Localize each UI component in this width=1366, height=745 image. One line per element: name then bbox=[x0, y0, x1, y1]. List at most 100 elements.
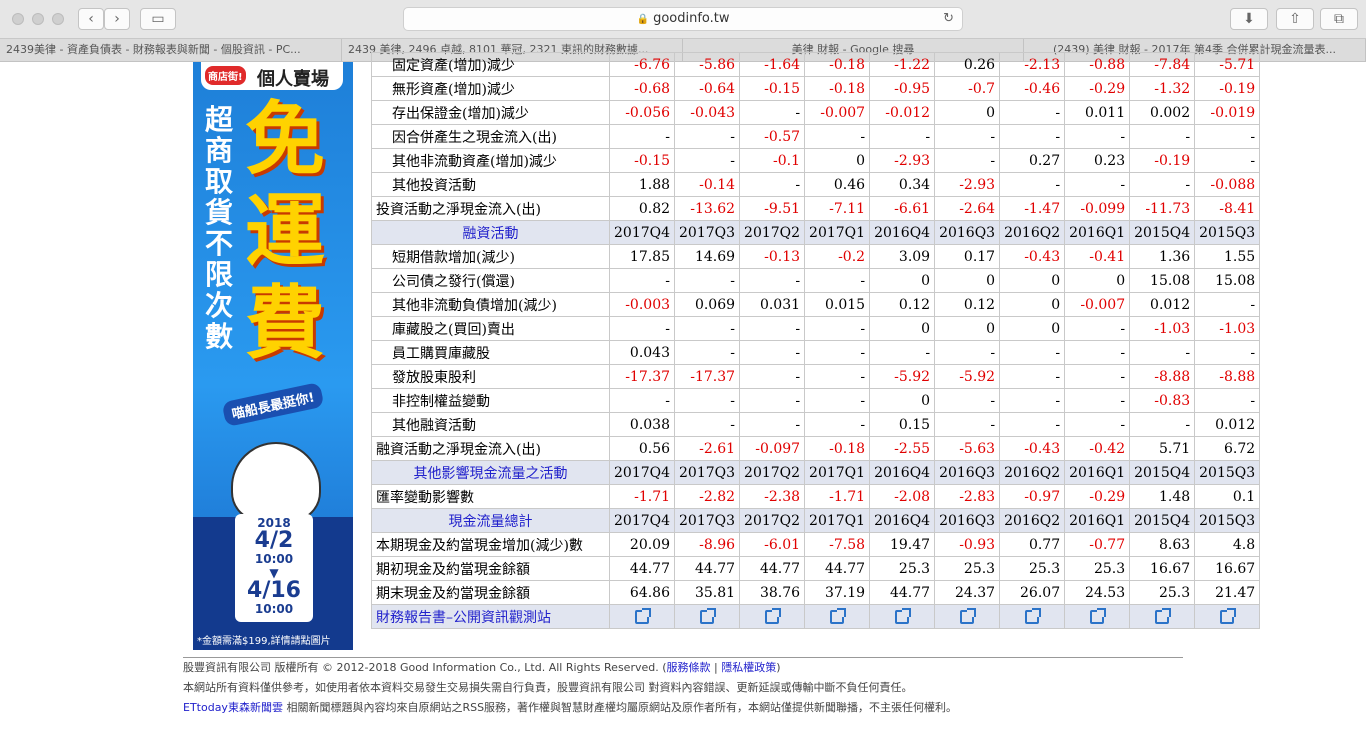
value-cell: 16.67 bbox=[1129, 556, 1196, 581]
address-bar[interactable]: 🔒 goodinfo.tw ↻ bbox=[403, 7, 963, 31]
value-cell: 44.77 bbox=[674, 556, 741, 581]
value-cell: -0.2 bbox=[804, 244, 871, 269]
value-cell: - bbox=[999, 412, 1066, 437]
report-link-cell[interactable] bbox=[999, 604, 1066, 629]
value-cell: 0.12 bbox=[869, 292, 936, 317]
sidebar-icon: ▭ bbox=[151, 11, 165, 27]
share-button[interactable]: ⇧ bbox=[1276, 8, 1314, 30]
value-cell: 0.82 bbox=[608, 196, 676, 221]
value-cell: - bbox=[804, 364, 871, 389]
value-cell: - bbox=[1194, 292, 1261, 317]
value-cell: - bbox=[674, 388, 741, 413]
value-cell: 0 bbox=[934, 316, 1001, 341]
table-row: 存出保證金(增加)減少 -0.056 -0.043- -0.007 -0.012 0-0.… bbox=[371, 100, 1261, 125]
value-cell: -2.38 bbox=[739, 484, 806, 509]
external-link-icon[interactable] bbox=[1155, 607, 1172, 624]
value-cell: -8.96 bbox=[674, 532, 741, 557]
table-row: 短期借款增加(減少) 17.85 14.69 -0.13 -0.2 3.09 0.17 -0.… bbox=[371, 244, 1261, 269]
value-cell: 0.34 bbox=[869, 172, 936, 197]
value-cell: - bbox=[1064, 364, 1131, 389]
value-cell: -8.41 bbox=[1194, 196, 1261, 221]
report-link-cell[interactable] bbox=[739, 604, 806, 629]
section-header-row: 現金流量總計 2017Q4 2017Q3 2017Q2 2017Q1 2016Q4 2016… bbox=[371, 508, 1261, 533]
tab-overview-button[interactable]: ⧉ bbox=[1320, 8, 1358, 30]
zoom-window-button[interactable] bbox=[52, 13, 64, 25]
value-cell: 0.012 bbox=[1129, 292, 1196, 317]
report-link-cell[interactable] bbox=[1064, 604, 1131, 629]
external-link-icon[interactable] bbox=[1220, 607, 1237, 624]
quarter-header: 2017Q4 bbox=[608, 220, 676, 245]
value-cell: - bbox=[1194, 340, 1261, 365]
value-cell: - bbox=[608, 268, 676, 293]
page-footer: 股豐資訊有限公司 版權所有 © 2012-2018 Good Informati… bbox=[183, 657, 1183, 718]
reload-icon[interactable]: ↻ bbox=[943, 11, 954, 26]
value-cell: -5.92 bbox=[934, 364, 1001, 389]
tab-balance-sheet[interactable]: 2439美律 - 資產負債表 - 財務報表與新聞 - 個股資訊 - PC... bbox=[0, 39, 342, 61]
quarter-header: 2017Q3 bbox=[674, 508, 741, 533]
row-label: 固定資產(增加)減少 bbox=[371, 52, 610, 77]
terms-link[interactable]: 服務條款 bbox=[666, 661, 711, 674]
value-cell: 1.48 bbox=[1129, 484, 1196, 509]
report-link-cell[interactable] bbox=[934, 604, 1001, 629]
quarter-header: 2015Q4 bbox=[1129, 508, 1196, 533]
downloads-button[interactable]: ⬇ bbox=[1230, 8, 1268, 30]
value-cell: -2.93 bbox=[934, 172, 1001, 197]
value-cell: 0.56 bbox=[608, 436, 676, 461]
minimize-window-button[interactable] bbox=[32, 13, 44, 25]
quarter-header: 2016Q1 bbox=[1064, 508, 1131, 533]
value-cell: -7.58 bbox=[804, 532, 871, 557]
report-link-cell[interactable] bbox=[1194, 604, 1261, 629]
value-cell: -0.15 bbox=[608, 148, 676, 173]
back-button[interactable]: ‹ bbox=[78, 8, 104, 30]
value-cell: -1.47 bbox=[999, 196, 1066, 221]
external-link-icon[interactable] bbox=[960, 607, 977, 624]
quarter-header: 2016Q1 bbox=[1064, 460, 1131, 485]
value-cell: 44.77 bbox=[869, 580, 936, 605]
ettoday-link[interactable]: ETtoday東森新聞雲 bbox=[183, 701, 283, 714]
value-cell: 15.08 bbox=[1194, 268, 1261, 293]
external-link-icon[interactable] bbox=[830, 607, 847, 624]
value-cell: -6.01 bbox=[739, 532, 806, 557]
quarter-header: 2017Q4 bbox=[608, 460, 676, 485]
value-cell: - bbox=[1064, 316, 1131, 341]
report-link-cell[interactable] bbox=[869, 604, 936, 629]
value-cell: 0.038 bbox=[608, 412, 676, 437]
value-cell: 25.3 bbox=[869, 556, 936, 581]
external-link-icon[interactable] bbox=[765, 607, 782, 624]
external-link-icon[interactable] bbox=[1025, 607, 1042, 624]
report-link-cell[interactable] bbox=[1129, 604, 1196, 629]
value-cell: - bbox=[1194, 148, 1261, 173]
table-row: 庫藏股之(買回)賣出 - - - -0 0 0- -1.03 -1.03 bbox=[371, 316, 1261, 341]
external-link-icon[interactable] bbox=[1090, 607, 1107, 624]
sidebar-toggle-button[interactable]: ▭ bbox=[140, 8, 176, 30]
report-link-cell[interactable] bbox=[674, 604, 741, 629]
advertisement-banner[interactable]: 商店街! 個人賣場 超商取貨 不限次數 免運費 喵船長最挺你! 2018 4/2… bbox=[193, 62, 353, 650]
report-link-cell[interactable] bbox=[608, 604, 676, 629]
value-cell: 5.71 bbox=[1129, 436, 1196, 461]
quarter-header: 2017Q4 bbox=[608, 508, 676, 533]
privacy-link[interactable]: 隱私權政策 bbox=[721, 661, 777, 674]
report-link-cell[interactable] bbox=[804, 604, 871, 629]
value-cell: - bbox=[674, 124, 741, 149]
value-cell: -0.007 bbox=[1064, 292, 1131, 317]
row-label: 短期借款增加(減少) bbox=[371, 244, 610, 269]
value-cell: -0.42 bbox=[1064, 436, 1131, 461]
value-cell: - bbox=[739, 388, 806, 413]
value-cell: - bbox=[934, 124, 1001, 149]
forward-button[interactable]: › bbox=[104, 8, 130, 30]
quarter-header: 2017Q1 bbox=[804, 460, 871, 485]
value-cell: -8.88 bbox=[1194, 364, 1261, 389]
quarter-header: 2016Q3 bbox=[934, 508, 1001, 533]
external-link-icon[interactable] bbox=[700, 607, 717, 624]
ad-ribbon: 喵船長最挺你! bbox=[221, 381, 325, 428]
value-cell: 0 bbox=[999, 316, 1066, 341]
external-link-icon[interactable] bbox=[895, 607, 912, 624]
external-link-icon[interactable] bbox=[635, 607, 651, 624]
table-row: 因合併產生之現金流入(出) - - -0.57- - - - - - - bbox=[371, 124, 1261, 149]
report-link-label[interactable]: 財務報告書–公開資訊觀測站 bbox=[371, 604, 610, 629]
report-link-row: 財務報告書–公開資訊觀測站 bbox=[371, 604, 1261, 629]
close-window-button[interactable] bbox=[12, 13, 24, 25]
table-row: 固定資產(增加)減少 -6.76 -5.86 -1.64 -0.18 -1.22 0.26-… bbox=[371, 52, 1261, 77]
value-cell: - bbox=[1064, 340, 1131, 365]
value-cell: 0 bbox=[934, 100, 1001, 125]
